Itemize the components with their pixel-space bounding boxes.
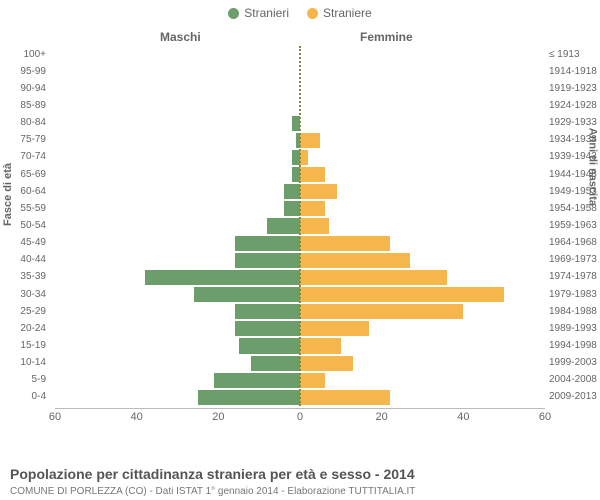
x-tick: 60 — [539, 411, 551, 423]
male-bar — [198, 390, 300, 405]
age-group-label: 50-54 — [20, 221, 46, 231]
y-axis-left: 100+ 95-99 90-94 85-89 80-84 75-79 70-74 65-69 6… — [0, 46, 50, 426]
chart-container: Stranieri Straniere Maschi Femmine Fasce… — [0, 0, 600, 500]
birth-year-label: 1979-1983 — [549, 290, 597, 300]
age-group-label: 5-9 — [32, 375, 46, 385]
age-group-label: 80-84 — [20, 118, 46, 128]
female-bar — [300, 356, 353, 371]
birth-year-label: 1974-1978 — [549, 272, 597, 282]
x-axis-line — [55, 408, 545, 409]
x-tick: 0 — [297, 411, 303, 423]
male-bar — [145, 270, 300, 285]
male-bar — [267, 218, 300, 233]
birth-year-label: 2004-2008 — [549, 375, 597, 385]
male-bar — [235, 304, 300, 319]
birth-year-label: 1954-1958 — [549, 204, 597, 214]
header-male: Maschi — [160, 30, 201, 44]
female-bar — [300, 150, 308, 165]
legend-label-female: Straniere — [323, 6, 372, 20]
birth-year-label: 1934-1938 — [549, 135, 597, 145]
birth-year-label: 1944-1948 — [549, 170, 597, 180]
male-bar — [214, 373, 300, 388]
age-group-label: 65-69 — [20, 170, 46, 180]
legend-swatch-male — [228, 8, 239, 19]
age-group-label: 35-39 — [20, 272, 46, 282]
birth-year-label: 1969-1973 — [549, 255, 597, 265]
birth-year-label: 1994-1998 — [549, 341, 597, 351]
birth-year-label: 1989-1993 — [549, 324, 597, 334]
female-bar — [300, 287, 504, 302]
female-bar — [300, 201, 325, 216]
male-bar — [284, 201, 300, 216]
age-group-label: 40-44 — [20, 255, 46, 265]
birth-year-label: 1914-1918 — [549, 67, 597, 77]
age-group-label: 100+ — [23, 50, 46, 60]
birth-year-label: 1939-1943 — [549, 152, 597, 162]
legend-item-male: Stranieri — [228, 6, 289, 20]
x-axis: 6040200204060 — [55, 408, 545, 426]
birth-year-label: 2009-2013 — [549, 392, 597, 402]
female-bar — [300, 218, 329, 233]
female-bar — [300, 184, 337, 199]
birth-year-label: 1959-1963 — [549, 221, 597, 231]
male-bar — [284, 184, 300, 199]
legend-label-male: Stranieri — [244, 6, 289, 20]
female-bar — [300, 390, 390, 405]
age-group-label: 90-94 — [20, 84, 46, 94]
male-bar — [194, 287, 300, 302]
birth-year-label: ≤ 1913 — [549, 50, 580, 60]
age-group-label: 60-64 — [20, 187, 46, 197]
age-group-label: 20-24 — [20, 324, 46, 334]
age-group-label: 85-89 — [20, 101, 46, 111]
age-group-label: 0-4 — [32, 392, 46, 402]
x-tick: 40 — [131, 411, 143, 423]
age-group-label: 30-34 — [20, 290, 46, 300]
birth-year-label: 1999-2003 — [549, 358, 597, 368]
x-tick: 20 — [212, 411, 224, 423]
male-bar — [235, 236, 300, 251]
female-bar — [300, 321, 369, 336]
birth-year-label: 1929-1933 — [549, 118, 597, 128]
female-bar — [300, 253, 410, 268]
male-bar — [235, 321, 300, 336]
age-group-label: 55-59 — [20, 204, 46, 214]
center-line — [299, 46, 301, 406]
y-axis-right: ≤ 1913 1914-1918 1919-1923 1924-1928 1929-19… — [545, 46, 600, 426]
age-group-label: 10-14 — [20, 358, 46, 368]
x-tick: 40 — [457, 411, 469, 423]
birth-year-label: 1924-1928 — [549, 101, 597, 111]
birth-year-label: 1964-1968 — [549, 238, 597, 248]
female-bar — [300, 167, 325, 182]
chart-subtitle: COMUNE DI PORLEZZA (CO) - Dati ISTAT 1° … — [10, 486, 415, 497]
legend-item-female: Straniere — [307, 6, 372, 20]
female-bar — [300, 133, 320, 148]
female-bar — [300, 373, 325, 388]
age-group-label: 70-74 — [20, 152, 46, 162]
chart-area: 6040200204060 — [55, 46, 545, 426]
male-bar — [251, 356, 300, 371]
age-group-label: 25-29 — [20, 307, 46, 317]
x-tick: 60 — [49, 411, 61, 423]
birth-year-label: 1984-1988 — [549, 307, 597, 317]
header-female: Femmine — [360, 30, 413, 44]
legend-swatch-female — [307, 8, 318, 19]
female-bar — [300, 304, 463, 319]
female-bar — [300, 236, 390, 251]
age-group-label: 45-49 — [20, 238, 46, 248]
female-bar — [300, 270, 447, 285]
birth-year-label: 1919-1923 — [549, 84, 597, 94]
male-bar — [235, 253, 300, 268]
male-bar — [239, 338, 300, 353]
legend: Stranieri Straniere — [0, 0, 600, 20]
age-group-label: 15-19 — [20, 341, 46, 351]
birth-year-label: 1949-1953 — [549, 187, 597, 197]
x-tick: 20 — [376, 411, 388, 423]
age-group-label: 95-99 — [20, 67, 46, 77]
chart-title: Popolazione per cittadinanza straniera p… — [10, 466, 415, 482]
female-bar — [300, 338, 341, 353]
age-group-label: 75-79 — [20, 135, 46, 145]
